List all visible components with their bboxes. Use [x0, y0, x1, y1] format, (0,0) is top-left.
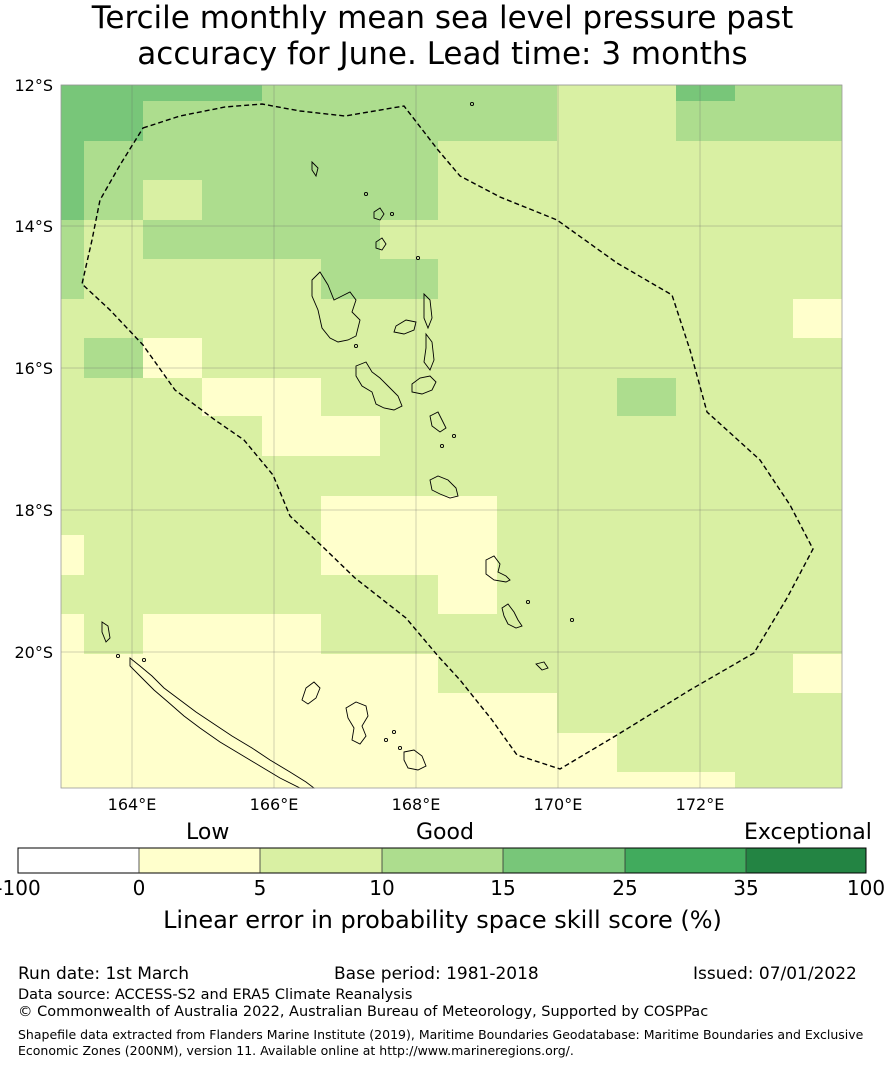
run-date: Run date: 1st March	[18, 964, 190, 984]
skill-cell	[557, 733, 617, 788]
islet	[391, 729, 397, 735]
skill-cell	[61, 101, 143, 141]
copyright: © Commonwealth of Australia 2022, Austra…	[18, 1004, 709, 1020]
eez-boundary	[81, 103, 814, 770]
skill-cell	[61, 220, 84, 299]
skill-grid	[61, 85, 842, 788]
island-outline	[403, 749, 427, 771]
island-outline	[301, 681, 321, 705]
base-period: Base period: 1981-2018	[334, 964, 539, 984]
island-outline	[355, 361, 403, 411]
skill-cell	[617, 772, 735, 788]
island-outline	[501, 603, 523, 629]
islet	[469, 101, 475, 107]
skill-cell	[143, 180, 202, 220]
category-good: Good	[416, 820, 474, 845]
skill-cell	[143, 220, 380, 259]
islet	[363, 191, 369, 197]
lon-label-166e: 166°E	[249, 795, 299, 814]
island-outline	[311, 271, 361, 343]
skill-cell	[262, 416, 380, 456]
islet	[353, 343, 359, 349]
islet	[525, 599, 531, 605]
skill-cell	[676, 85, 735, 101]
lat-label-14s: 14°S	[14, 217, 53, 236]
island-outline	[423, 332, 435, 371]
tick-label: 0	[132, 876, 146, 900]
skill-cell	[321, 496, 497, 535]
tick-label: 10	[369, 876, 395, 900]
skill-cell	[143, 614, 321, 654]
issued-date: Issued: 07/01/2022	[693, 964, 857, 984]
islet	[389, 211, 395, 217]
island-outline	[535, 661, 549, 671]
tick-label: -100	[0, 876, 41, 900]
islet	[141, 657, 147, 663]
data-source: Data source: ACCESS-S2 and ERA5 Climate …	[18, 987, 413, 1003]
lon-label-170e: 170°E	[533, 795, 583, 814]
lon-label-168e: 168°E	[391, 795, 441, 814]
skill-cell	[617, 378, 676, 416]
skill-cell	[61, 654, 438, 788]
lat-label-20s: 20°S	[14, 643, 53, 662]
island-outline	[411, 375, 437, 395]
skill-cell	[61, 614, 84, 654]
shapefile-note-2: Economic Zones (200NM), version 11. Avai…	[18, 1043, 574, 1058]
islet	[383, 737, 389, 743]
tick-label: 15	[490, 876, 516, 900]
skill-cell	[84, 141, 438, 220]
island-outline	[345, 701, 369, 745]
map-frame	[60, 84, 843, 789]
tick-label: 5	[253, 876, 267, 900]
lat-label-16s: 16°S	[14, 359, 53, 378]
skill-cell	[61, 141, 84, 220]
colorbar-label: Linear error in probability space skill …	[163, 906, 722, 934]
lon-label-172e: 172°E	[675, 795, 725, 814]
skill-cell	[321, 535, 438, 575]
skill-cell	[793, 654, 842, 693]
island-outline	[393, 319, 417, 335]
lat-label-18s: 18°S	[14, 501, 53, 520]
skill-cell	[438, 693, 557, 788]
islet	[397, 745, 403, 751]
island-outline	[311, 160, 319, 178]
islet	[451, 433, 457, 439]
tick-label: 35	[733, 876, 759, 900]
chart-title: Tercile monthly mean sea level pressure …	[91, 0, 794, 72]
skill-cell	[84, 338, 143, 378]
islet	[415, 255, 421, 261]
island-outline	[373, 207, 385, 221]
category-low: Low	[186, 820, 230, 845]
island-outline	[485, 555, 511, 583]
skill-cell	[793, 299, 842, 338]
category-exceptional: Exceptional	[744, 820, 872, 845]
islet	[569, 617, 575, 623]
tick-label: 100	[846, 876, 885, 900]
skill-cell	[438, 535, 497, 614]
island-outline	[429, 475, 459, 499]
islet	[439, 443, 445, 449]
skill-cell	[321, 259, 438, 299]
skill-cell	[61, 535, 84, 575]
island-outline	[429, 411, 447, 433]
island-outline	[423, 292, 433, 330]
island-outline	[375, 237, 387, 251]
lon-label-164e: 164°E	[107, 795, 157, 814]
shapefile-note-1: Shapefile data extracted from Flanders M…	[18, 1027, 864, 1042]
lat-label-12s: 12°S	[14, 76, 53, 95]
skill-cell	[61, 85, 262, 101]
islet	[115, 653, 121, 659]
skill-cell	[202, 378, 321, 416]
island-outline	[101, 621, 111, 643]
tick-label: 25	[612, 876, 638, 900]
